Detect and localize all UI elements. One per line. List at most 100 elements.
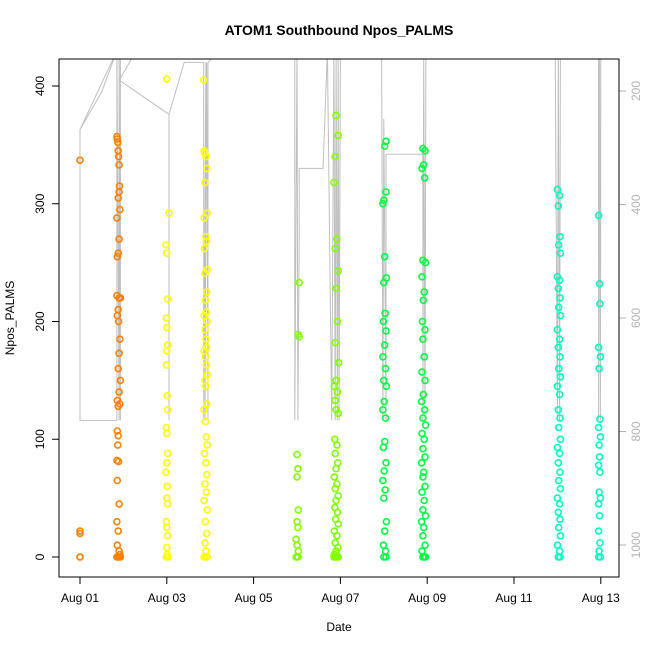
- series-1: [162, 75, 211, 561]
- data-point: [334, 358, 343, 367]
- data-point: [334, 553, 343, 561]
- data-point: [379, 476, 387, 485]
- series-2: [292, 111, 343, 561]
- data-point: [162, 241, 170, 249]
- data-point: [382, 327, 390, 335]
- data-point: [330, 473, 339, 481]
- data-point: [202, 470, 211, 479]
- data-point: [201, 539, 209, 547]
- y-axis-label: Npos_PALMS: [3, 281, 17, 355]
- data-point: [420, 405, 429, 414]
- data-point: [202, 458, 210, 467]
- data-point: [594, 527, 603, 535]
- data-point: [163, 429, 171, 438]
- x-tick-label: Aug 01: [61, 591, 99, 605]
- data-point: [596, 494, 605, 502]
- data-point: [555, 191, 564, 200]
- data-point: [379, 443, 388, 452]
- data-point: [420, 288, 429, 296]
- data-point: [419, 296, 428, 305]
- data-point: [380, 397, 389, 406]
- data-point: [333, 508, 342, 517]
- data-point: [202, 237, 211, 246]
- data-point: [596, 553, 605, 561]
- data-point: [330, 382, 339, 391]
- data-point: [116, 553, 125, 561]
- data-point: [421, 553, 430, 561]
- data-point: [419, 444, 427, 453]
- y-tick-label: 300: [33, 193, 47, 213]
- data-point: [420, 352, 429, 361]
- data-point: [421, 325, 429, 334]
- data-point: [162, 468, 170, 477]
- data-point: [293, 541, 301, 550]
- data-point: [113, 135, 122, 143]
- data-point: [114, 441, 122, 449]
- data-point: [332, 376, 340, 385]
- y-tick-label: 400: [33, 76, 47, 96]
- y-right-tick-label: 400: [629, 194, 643, 214]
- data-point: [294, 464, 302, 473]
- data-point: [114, 431, 122, 440]
- data-point: [200, 214, 208, 222]
- data-point: [382, 458, 390, 467]
- data-point: [163, 482, 171, 491]
- data-point: [200, 553, 208, 561]
- data-point: [76, 553, 84, 561]
- x-tick-label: Aug 11: [495, 591, 532, 605]
- data-point: [201, 417, 210, 426]
- data-point: [114, 317, 123, 326]
- data-point: [163, 543, 171, 552]
- data-point: [294, 547, 303, 555]
- data-point: [379, 376, 388, 385]
- data-point: [201, 325, 209, 334]
- data-point: [381, 547, 390, 555]
- data-point: [162, 517, 171, 526]
- data-point: [334, 131, 343, 140]
- data-point: [555, 547, 564, 555]
- data-point: [419, 390, 428, 399]
- data-point: [163, 523, 171, 532]
- data-point: [163, 323, 171, 332]
- data-point: [553, 443, 562, 452]
- data-point: [381, 414, 390, 422]
- data-point: [114, 194, 122, 202]
- data-point: [163, 449, 172, 458]
- data-point: [163, 494, 171, 502]
- plot-frame: [58, 58, 620, 578]
- data-point: [113, 214, 121, 222]
- data-point: [330, 553, 338, 561]
- data-point: [421, 147, 429, 155]
- data-point: [556, 435, 565, 444]
- data-point: [421, 482, 429, 491]
- data-point: [554, 303, 563, 312]
- data-point: [382, 553, 390, 561]
- data-point: [379, 317, 388, 326]
- data-point: [594, 500, 603, 508]
- data-point: [201, 480, 209, 488]
- data-point: [200, 449, 209, 458]
- data-point: [333, 388, 342, 396]
- data-point: [554, 343, 563, 352]
- data-point: [417, 458, 426, 467]
- data-point: [334, 520, 343, 528]
- data-point: [331, 449, 340, 458]
- data-point: [418, 547, 426, 555]
- data-point: [334, 409, 343, 418]
- data-point: [596, 468, 604, 477]
- data-point: [113, 517, 121, 526]
- data-point: [382, 517, 391, 526]
- data-point: [163, 458, 171, 467]
- data-point: [202, 382, 210, 391]
- y-right-tick-label: 600: [629, 308, 643, 328]
- data-point: [595, 441, 603, 449]
- data-point: [596, 415, 604, 424]
- data-point: [556, 311, 565, 320]
- data-point: [199, 76, 208, 84]
- data-point: [331, 338, 340, 347]
- data-point: [595, 364, 603, 373]
- data-point: [163, 391, 171, 400]
- data-point: [556, 232, 564, 241]
- data-point: [200, 311, 208, 320]
- data-point: [555, 276, 564, 285]
